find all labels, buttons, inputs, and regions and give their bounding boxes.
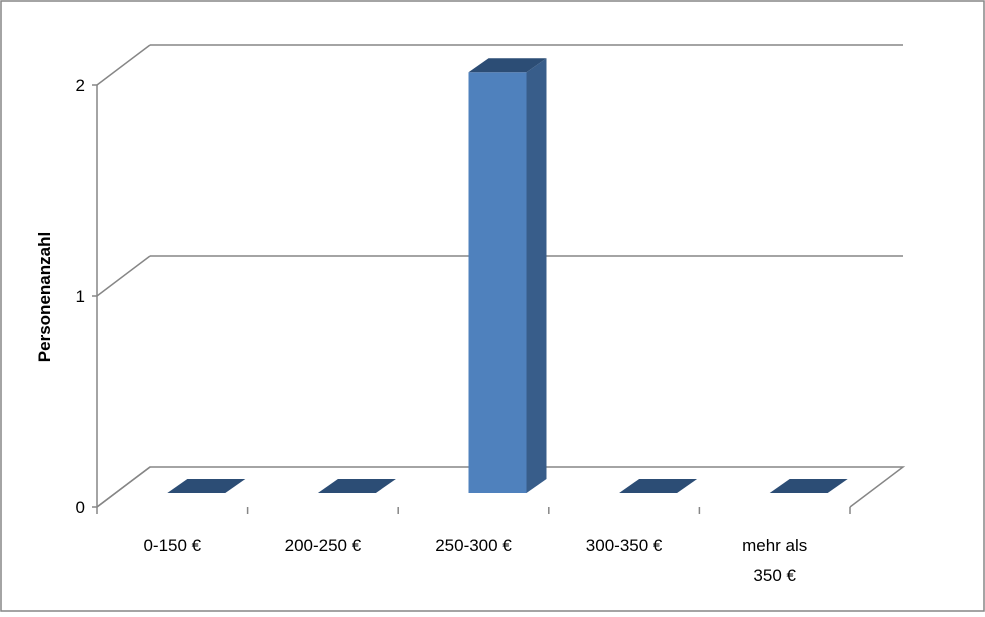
y-tick-label: 2 [76,76,85,95]
x-category-label: mehr als 350 € [742,536,807,585]
bar [317,479,396,493]
y-axis-title: Personenanzahl [35,232,54,362]
x-category-label: 0-150 € [143,536,201,555]
x-category-label: 300-350 € [586,536,663,555]
bar [167,479,246,493]
bar-front [468,72,527,494]
bar [769,479,848,493]
x-category-label-line: 200-250 € [285,536,362,555]
x-category-label-line: mehr als [742,536,807,555]
y-tick-label: 0 [76,498,85,517]
bar-top [317,479,396,493]
x-category-label-line: 300-350 € [586,536,663,555]
x-category-label-line: 0-150 € [143,536,201,555]
gridline-depth [96,466,151,508]
bar-top [769,479,848,493]
gridline-depth [96,44,151,86]
bar-layer [167,58,848,494]
gridline-depth [96,255,151,297]
bar-side [526,58,547,494]
bar-top [619,479,698,493]
label-layer: 0 1 2 0-150 € 200-250 € 250-300 € 300-350 € meh… [76,76,808,585]
bar [468,58,547,494]
x-category-label: 250-300 € [435,536,512,555]
y-tick-label: 1 [76,287,85,306]
axis-layer [92,84,851,514]
bar-top [468,58,547,73]
bar-top [167,479,246,493]
bar [619,479,698,493]
x-category-label-line: 350 € [753,566,796,585]
x-category-label: 200-250 € [285,536,362,555]
x-category-label-line: 250-300 € [435,536,512,555]
